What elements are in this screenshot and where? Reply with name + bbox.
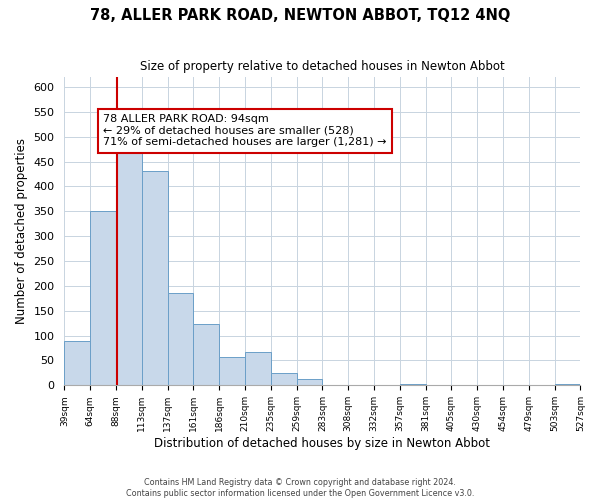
Bar: [296, 380, 322, 386]
Title: Size of property relative to detached houses in Newton Abbot: Size of property relative to detached ho…: [140, 60, 505, 73]
Bar: [554, 384, 580, 386]
Text: 78 ALLER PARK ROAD: 94sqm
← 29% of detached houses are smaller (528)
71% of semi: 78 ALLER PARK ROAD: 94sqm ← 29% of detac…: [103, 114, 386, 148]
X-axis label: Distribution of detached houses by size in Newton Abbot: Distribution of detached houses by size …: [154, 437, 490, 450]
Text: Contains HM Land Registry data © Crown copyright and database right 2024.
Contai: Contains HM Land Registry data © Crown c…: [126, 478, 474, 498]
Bar: [219, 357, 245, 386]
Bar: [64, 340, 90, 386]
Y-axis label: Number of detached properties: Number of detached properties: [15, 138, 28, 324]
Bar: [116, 149, 142, 386]
Text: 78, ALLER PARK ROAD, NEWTON ABBOT, TQ12 4NQ: 78, ALLER PARK ROAD, NEWTON ABBOT, TQ12 …: [90, 8, 510, 22]
Bar: [142, 172, 167, 386]
Bar: [193, 324, 219, 386]
Bar: [271, 373, 296, 386]
Bar: [245, 352, 271, 386]
Bar: [167, 294, 193, 386]
Bar: [90, 211, 116, 386]
Bar: [400, 384, 425, 386]
